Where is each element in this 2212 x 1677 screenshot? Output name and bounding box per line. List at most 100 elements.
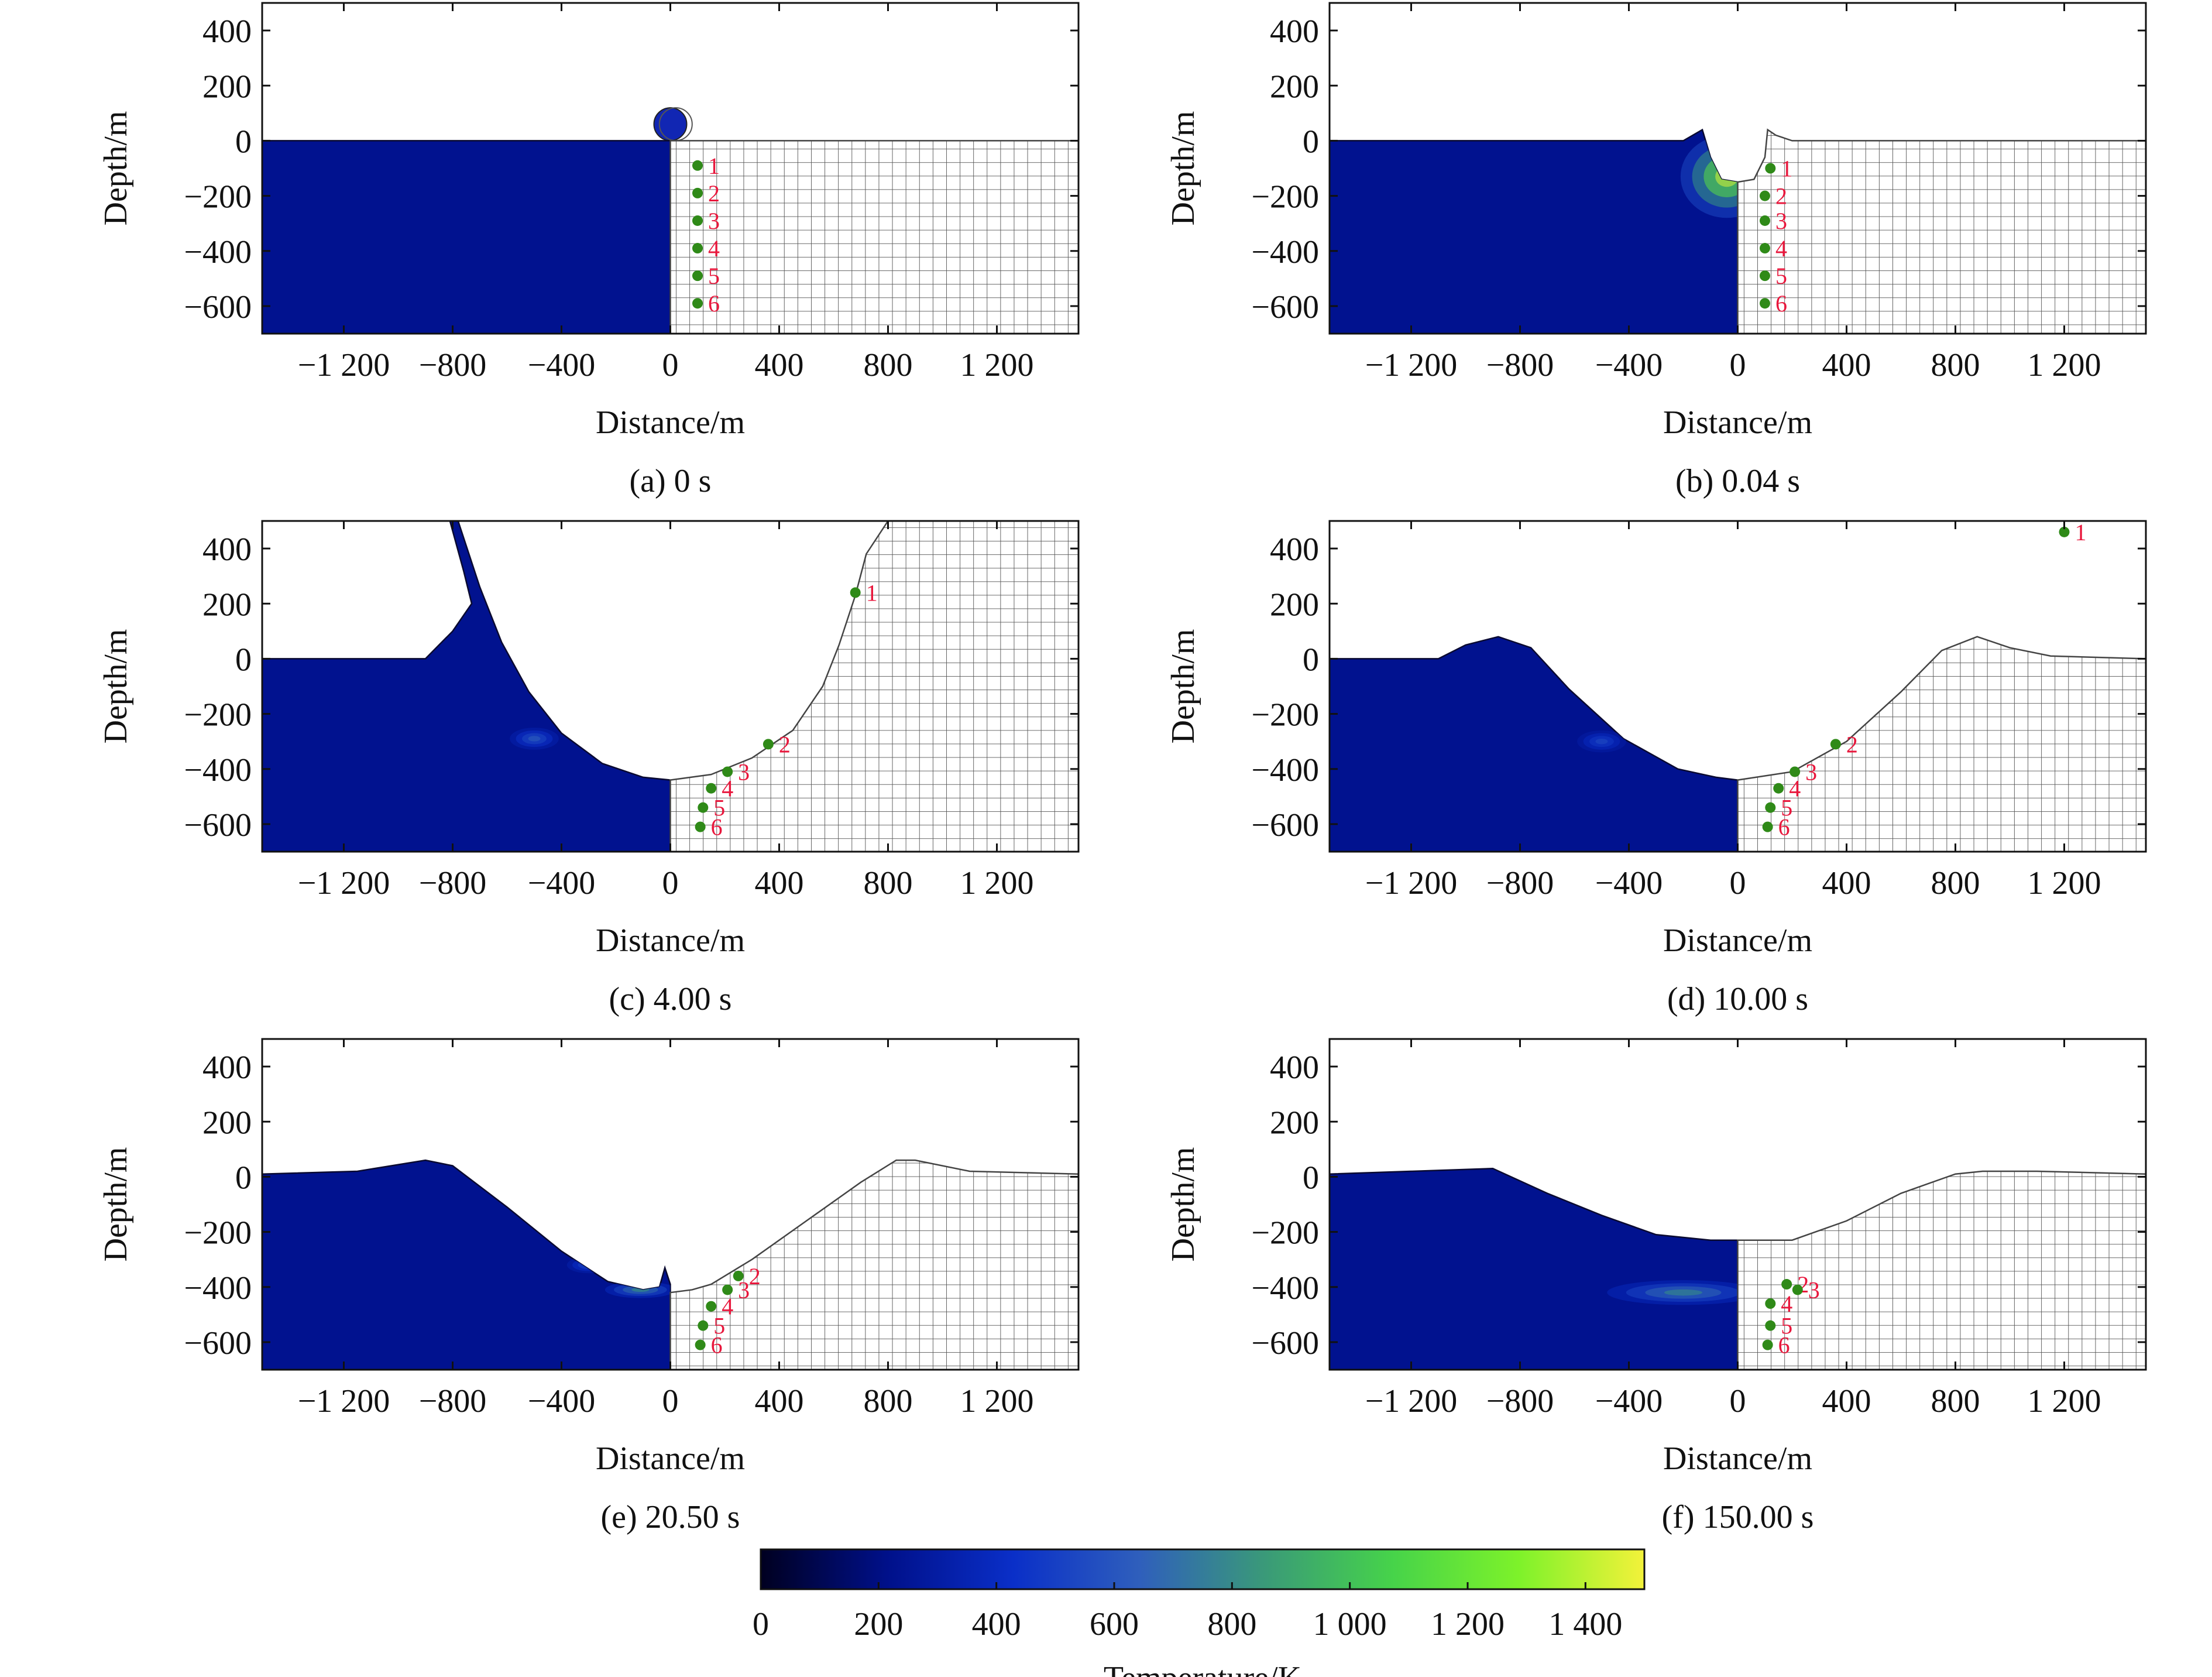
tracer-label-6: 6 [711, 1332, 723, 1359]
tracer-label-4: 4 [722, 1294, 733, 1320]
hot-zones [1607, 1280, 1738, 1305]
tracer-4 [692, 243, 703, 254]
x-tick-label: −1 200 [1365, 865, 1458, 901]
tracer-6 [695, 821, 706, 832]
x-tick-label: 400 [755, 347, 804, 383]
panel-caption: (e) 20.50 s [601, 1499, 740, 1535]
y-tick-label: −400 [1251, 752, 1319, 788]
y-tick-label: 0 [1303, 642, 1319, 678]
tracer-5 [698, 1320, 709, 1331]
x-tick-label: −1 200 [1365, 347, 1458, 383]
tracer-label-4: 4 [722, 776, 733, 802]
y-tick-label: 0 [1303, 124, 1319, 160]
x-tick-label: 400 [1822, 1383, 1871, 1419]
x-tick-label: 0 [1730, 1383, 1746, 1419]
y-tick-label: 400 [1270, 13, 1319, 50]
y-axis-label: Depth/m [98, 111, 134, 226]
tracer-1 [692, 160, 703, 171]
x-tick-label: 0 [662, 347, 679, 383]
tracer-label-4: 4 [1775, 235, 1787, 262]
colorbar-tick-label: 0 [753, 1606, 769, 1642]
y-axis-label: Depth/m [1165, 1147, 1201, 1262]
panel-caption: (d) 10.00 s [1667, 981, 1808, 1017]
colorbar: 0 200 400 600 800 1 000 1 200 1 400 Temperature/… [753, 1548, 1646, 1677]
tracer-1 [2059, 526, 2070, 537]
x-tick-label: −400 [1595, 865, 1663, 901]
tracer-4 [706, 1301, 717, 1312]
temperature-field [262, 521, 671, 852]
tracer-label-6: 6 [708, 290, 720, 317]
x-tick-label: 1 200 [2028, 1383, 2101, 1419]
x-axis-label: Distance/m [1663, 922, 1812, 959]
y-tick-label: 0 [235, 1160, 252, 1196]
deformation-mesh [1737, 128, 2146, 334]
panel-caption: (f) 150.00 s [1662, 1499, 1814, 1535]
x-tick-label: −1 200 [298, 347, 390, 383]
y-axis-label: Depth/m [98, 1147, 134, 1262]
x-tick-label: 1 200 [960, 347, 1034, 383]
tracer-2 [1781, 1279, 1792, 1290]
tracer-label-1: 1 [1781, 156, 1792, 182]
tracer-6 [1762, 821, 1773, 832]
tracer-label-5: 5 [713, 795, 725, 821]
tracer-label-3: 3 [738, 759, 750, 785]
x-tick-label: −800 [1486, 865, 1554, 901]
tracer-label-3: 3 [738, 1277, 750, 1303]
panel-caption: (a) 0 s [630, 463, 712, 499]
x-tick-label: −400 [528, 347, 596, 383]
y-tick-label: −200 [1251, 1215, 1319, 1251]
y-tick-label: 200 [1270, 587, 1319, 623]
y-tick-label: −600 [184, 289, 252, 325]
x-tick-label: 800 [1931, 865, 1980, 901]
tracer-label-5: 5 [1781, 1313, 1792, 1339]
x-axis-label: Distance/m [1663, 404, 1812, 441]
y-tick-label: 200 [1270, 1105, 1319, 1141]
tracer-6 [695, 1339, 706, 1350]
colorbar-tick-label: 800 [1207, 1606, 1256, 1642]
tracer-5 [692, 270, 703, 282]
x-tick-label: −400 [528, 1383, 596, 1419]
y-tick-label: 400 [202, 13, 252, 50]
tracer-4 [1765, 1298, 1776, 1309]
hot-zones [1577, 730, 1626, 753]
tracer-2 [1830, 739, 1841, 750]
y-tick-label: −200 [184, 697, 252, 733]
x-axis-label: Distance/m [596, 922, 745, 959]
colorbar-tick-label: 200 [854, 1606, 903, 1642]
tracer-4 [1760, 243, 1770, 254]
y-tick-label: −400 [184, 234, 252, 270]
tracer-label-2: 2 [1775, 183, 1787, 210]
temperature-field [262, 140, 671, 334]
x-tick-label: 800 [864, 347, 913, 383]
x-tick-label: 1 200 [960, 1383, 1034, 1419]
x-tick-label: −1 200 [298, 865, 390, 901]
colorbar-tick-label: 1 400 [1548, 1606, 1622, 1642]
x-tick-label: 800 [1931, 347, 1980, 383]
tracer-label-1: 1 [2075, 519, 2087, 546]
tracer-label-5: 5 [1781, 795, 1792, 821]
x-tick-label: 1 200 [2028, 347, 2101, 383]
y-tick-label: 0 [235, 642, 252, 678]
tracer-3 [722, 766, 733, 777]
tracer-label-3: 3 [1808, 1277, 1820, 1303]
x-tick-label: −1 200 [1365, 1383, 1458, 1419]
x-tick-label: 800 [864, 865, 913, 901]
y-tick-label: −600 [1251, 807, 1319, 843]
x-tick-label: −800 [1486, 1383, 1554, 1419]
deformation-mesh [669, 1159, 1078, 1370]
y-tick-label: 200 [202, 1105, 252, 1141]
x-tick-label: 1 200 [2028, 865, 2101, 901]
tracer-3 [1792, 1284, 1803, 1295]
y-tick-label: −400 [184, 1270, 252, 1306]
x-tick-label: −800 [419, 1383, 487, 1419]
y-axis-label: Depth/m [98, 629, 134, 744]
x-tick-label: 400 [755, 1383, 804, 1419]
colorbar-tick-label: 400 [972, 1606, 1021, 1642]
colorbar-bar [760, 1548, 1646, 1590]
